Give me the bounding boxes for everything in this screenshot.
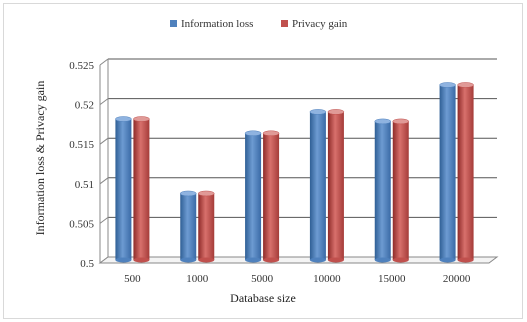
bar-top-privacy-gain [198,190,215,197]
bar-information-loss [309,111,326,260]
bar-top-information-loss [309,109,327,115]
gridline-depth [99,58,109,66]
floor [98,256,499,264]
bar-base-information-loss [374,257,391,263]
gridline-depth [99,216,109,224]
bar-top-privacy-gain [392,118,409,125]
bar-information-loss [245,133,262,260]
chart-frame [3,3,523,319]
y-tick-label: 0.5 [80,258,94,270]
bar-top-information-loss [374,118,391,125]
bar-information-loss [439,84,456,260]
bar-base-information-loss [439,257,456,263]
bar-top-information-loss [180,190,197,197]
bar-privacy-gain [327,111,344,260]
bar-information-loss [115,119,132,260]
bars [115,82,474,263]
x-tick-label: 1000 [186,273,209,285]
x-tick-label: 500 [124,273,141,285]
bar-base-information-loss [309,257,326,263]
bar-top-privacy-gain [133,116,150,122]
gridline-depth [99,98,109,105]
bar-information-loss [180,193,197,260]
bar-base-information-loss [180,257,197,263]
legend-label-information-loss: Information loss [181,18,253,30]
y-axis-title: Information loss & Privacy gain [33,81,47,236]
x-axis-title: Database size [230,291,296,305]
y-tick-labels: 0.5 0.505 0.51 0.515 0.52 0.525 [69,60,94,270]
bar-privacy-gain [392,121,409,261]
bar-top-information-loss [439,82,456,88]
bar-top-information-loss [115,116,132,122]
bar-base-privacy-gain [457,257,474,263]
bar-base-information-loss [245,257,262,263]
gridline-depth [99,177,109,185]
legend: Information loss Privacy gain [170,18,348,30]
bar-base-privacy-gain [263,257,280,263]
legend-swatch-information-loss [170,20,177,27]
bar-base-privacy-gain [392,257,409,263]
y-tick-label: 0.515 [69,139,94,151]
bar-top-privacy-gain [262,130,280,137]
y-tick-label: 0.51 [75,179,94,191]
x-tick-label: 10000 [313,273,341,285]
gridline-depth [99,137,109,145]
legend-swatch-privacy-gain [281,20,288,27]
bar-base-privacy-gain [198,257,215,263]
bar-base-information-loss [115,257,132,263]
bar-top-privacy-gain [457,82,474,88]
x-tick-label: 20000 [443,273,471,285]
bar-top-information-loss [244,130,262,137]
x-tick-label: 15000 [378,273,406,285]
axes [98,59,499,264]
x-tick-labels: 500 1000 5000 10000 15000 20000 [124,273,471,285]
bar-base-privacy-gain [327,257,344,263]
bar-privacy-gain [198,193,215,260]
bar-information-loss [374,121,391,261]
bar-privacy-gain [457,84,474,260]
y-tick-label: 0.52 [75,100,94,112]
gridlines [99,58,497,264]
legend-label-privacy-gain: Privacy gain [292,18,348,30]
bar-privacy-gain [133,119,150,260]
y-tick-label: 0.505 [69,218,94,230]
bar-base-privacy-gain [133,257,150,263]
x-tick-label: 5000 [251,273,274,285]
bar-top-privacy-gain [327,109,345,115]
bar-privacy-gain [263,133,280,260]
y-tick-label: 0.525 [69,60,94,72]
